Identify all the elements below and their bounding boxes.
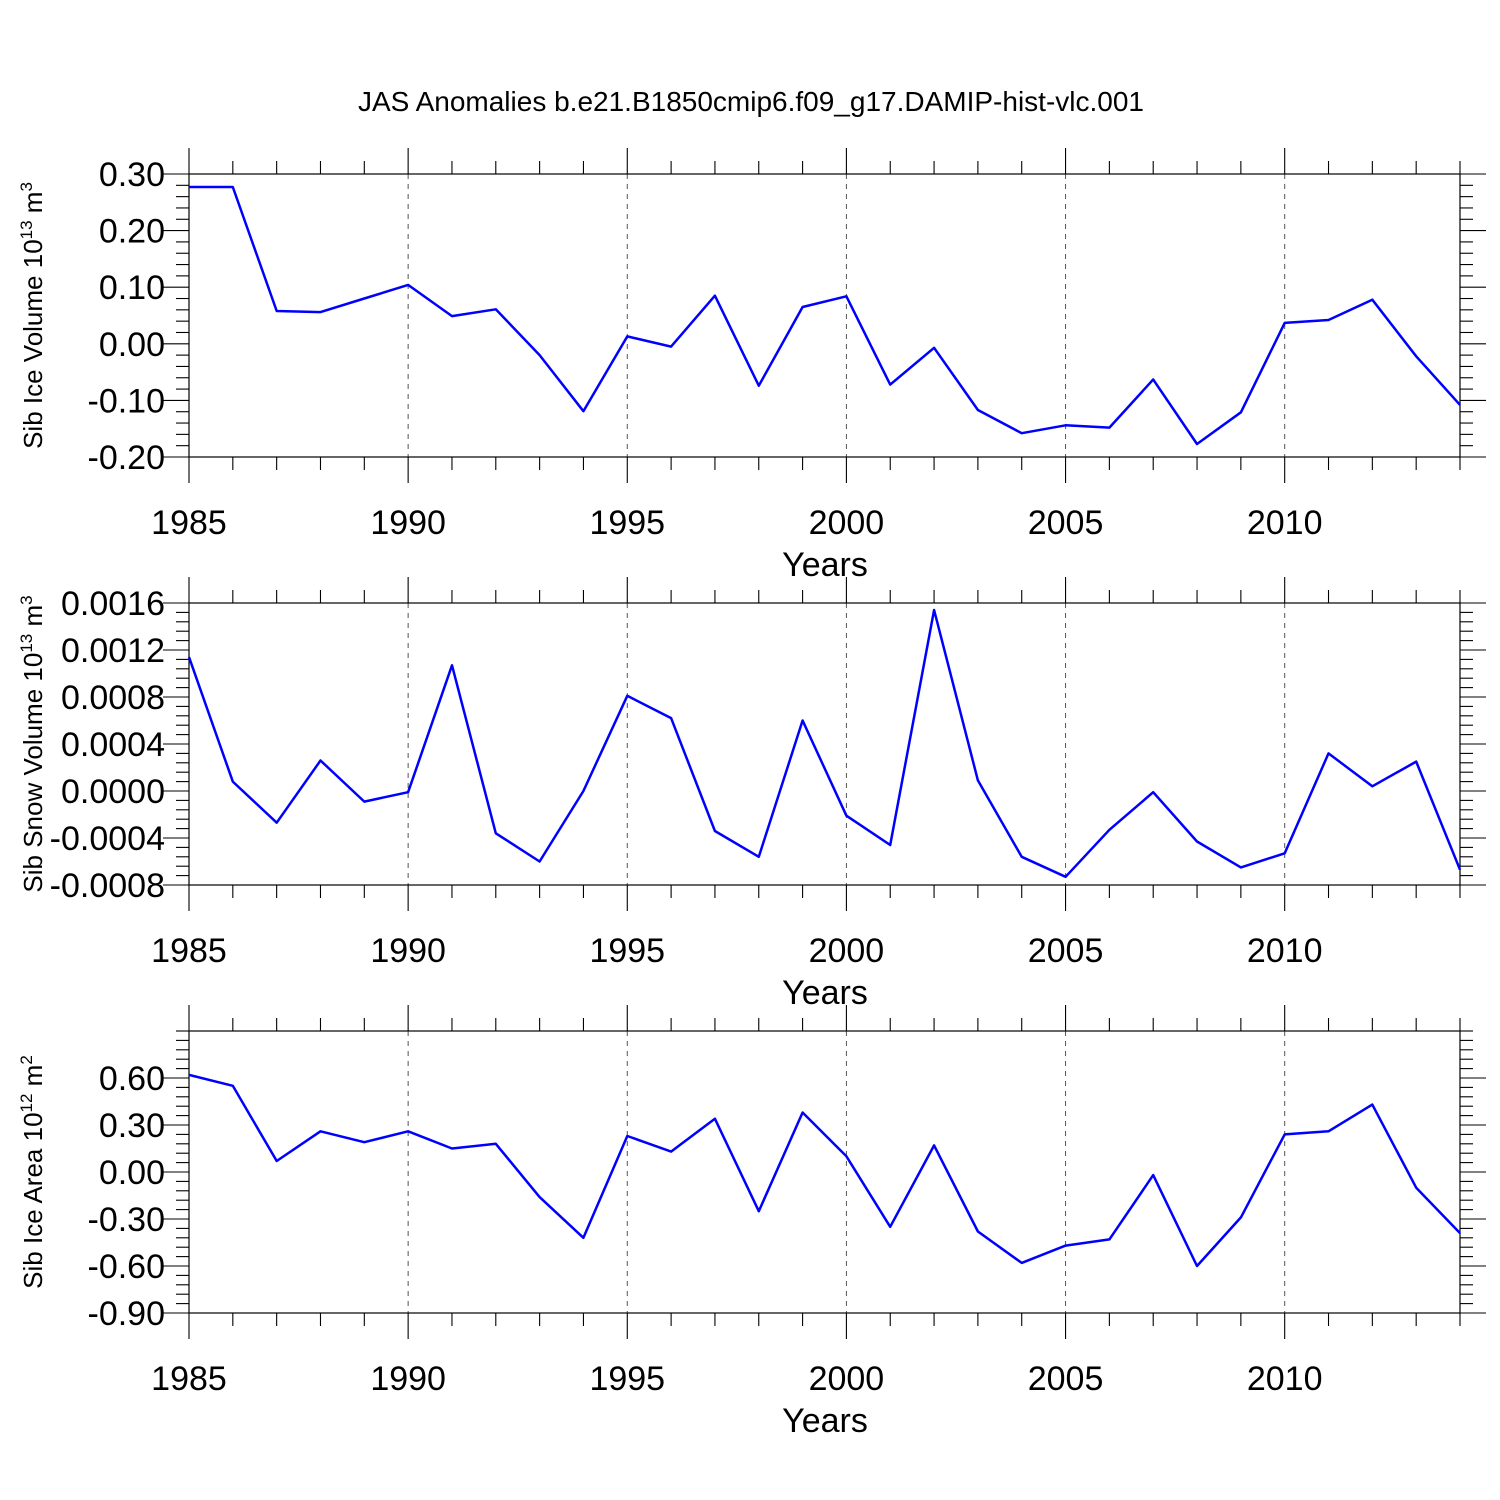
y-tick-label: 0.30 — [99, 1107, 165, 1145]
x-tick-label: 2010 — [1247, 504, 1323, 542]
y-tick-label: 0.0016 — [61, 585, 165, 623]
y-tick-label: -0.10 — [88, 382, 166, 420]
plot-frame — [188, 1030, 1461, 1314]
figure-title: JAS Anomalies b.e21.B1850cmip6.f09_g17.D… — [358, 86, 1144, 117]
plot-frame — [188, 173, 1461, 458]
series-line — [189, 185, 1461, 446]
y-tick-label: 0.0008 — [61, 679, 165, 717]
y-tick-label: 0.00 — [99, 1154, 165, 1192]
y-tick-label: 0.00 — [99, 326, 165, 364]
x-tick-label: 1985 — [151, 1360, 227, 1398]
y-tick-label: -0.90 — [88, 1295, 166, 1333]
y-tick-label: 0.10 — [99, 269, 165, 307]
x-tick-label: 1985 — [151, 932, 227, 970]
y-tick-label: 0.0012 — [61, 632, 165, 670]
x-axis-label: Years — [782, 1402, 868, 1440]
x-tick-label: 2010 — [1247, 1360, 1323, 1398]
y-axis-label: Sib Ice Volume 1013 m3 — [17, 182, 48, 449]
y-tick-label: -0.20 — [88, 439, 166, 477]
x-axis-label: Years — [782, 546, 868, 584]
series-line — [188, 1073, 1461, 1268]
x-tick-label: 2010 — [1247, 932, 1323, 970]
chart-panel-1: 1985 1990 1995 2000 2005 2010 Years -0.20 -0.10 0… — [17, 148, 1486, 584]
x-tick-label: 2000 — [809, 504, 885, 542]
y-tick-label: -0.0004 — [50, 820, 165, 858]
chart-panel-2: 1985 1990 1995 2000 2005 2010 Years -0.0008 -0.0… — [17, 577, 1486, 1012]
x-tick-label: 1985 — [151, 504, 227, 542]
y-tick-label: 0.60 — [99, 1060, 165, 1098]
x-tick-label: 1990 — [370, 1360, 446, 1398]
x-tick-label: 2005 — [1028, 504, 1104, 542]
y-axis-label: Sib Snow Volume 1013 m3 — [17, 595, 48, 892]
x-axis-label: Years — [782, 974, 868, 1012]
x-tick-label: 2005 — [1028, 1360, 1104, 1398]
y-tick-label: 0.0000 — [61, 773, 165, 811]
x-tick-label: 2000 — [809, 932, 885, 970]
x-tick-label: 2005 — [1028, 932, 1104, 970]
y-tick-label: 0.20 — [99, 213, 165, 251]
y-tick-label: -0.0008 — [50, 867, 165, 905]
y-tick-label: -0.60 — [88, 1248, 166, 1286]
series-line — [187, 608, 1462, 879]
x-tick-label: 1990 — [370, 932, 446, 970]
chart-panel-3: 1985 1990 1995 2000 2005 2010 Years -0.90 -0.60 -… — [17, 1005, 1486, 1440]
y-tick-label: 0.0004 — [61, 726, 165, 764]
y-axis-label: Sib Ice Area 1012 m2 — [17, 1055, 48, 1289]
x-tick-label: 1995 — [589, 932, 665, 970]
y-tick-label: -0.30 — [88, 1201, 166, 1239]
x-tick-label: 2000 — [809, 1360, 885, 1398]
x-tick-label: 1990 — [370, 504, 446, 542]
x-tick-label: 1995 — [589, 1360, 665, 1398]
plot-frame — [188, 602, 1461, 886]
y-tick-label: 0.30 — [99, 156, 165, 194]
x-tick-label: 1995 — [589, 504, 665, 542]
